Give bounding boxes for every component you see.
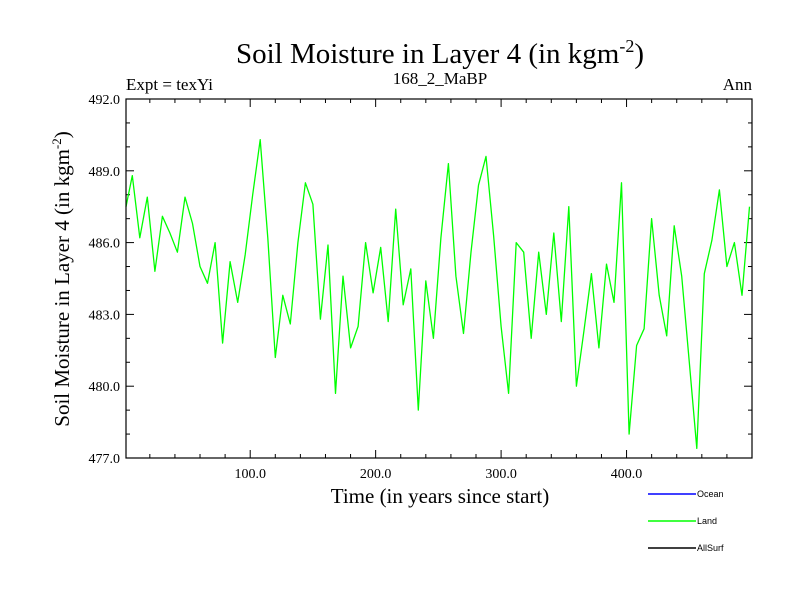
subtitle-season: Ann [723,75,753,94]
chart-title: Soil Moisture in Layer 4 (in kgm-2) [236,36,644,70]
subtitle-run: 168_2_MaBP [393,69,487,88]
x-tick-label: 300.0 [485,467,517,482]
legend-label-ocean: Ocean [697,489,724,499]
x-tick-label: 400.0 [611,467,643,482]
x-tick-label: 200.0 [360,467,392,482]
y-axis: 477.0 480.0 483.0 486.0 489.0 492.0 [89,93,752,467]
y-tick-label: 489.0 [89,165,121,180]
x-tick-label: 100.0 [234,467,266,482]
y-axis-label: Soil Moisture in Layer 4 (in kgm-2) [49,131,74,426]
legend-label-land: Land [697,516,717,526]
legend-label-allsurf: AllSurf [697,543,724,553]
y-tick-label: 492.0 [89,93,121,108]
plot-frame [125,98,753,459]
series-line-land [125,139,751,450]
y-tick-label: 477.0 [89,452,121,467]
x-axis: 100.0 200.0 300.0 400.0 [149,99,728,482]
y-tick-label: 486.0 [89,237,121,252]
y-tick-label: 480.0 [89,380,121,395]
x-axis-label: Time (in years since start) [331,484,550,508]
legend: Ocean Land AllSurf [648,489,724,553]
subtitle-experiment: Expt = texYi [126,75,213,94]
y-tick-label: 483.0 [89,308,121,323]
